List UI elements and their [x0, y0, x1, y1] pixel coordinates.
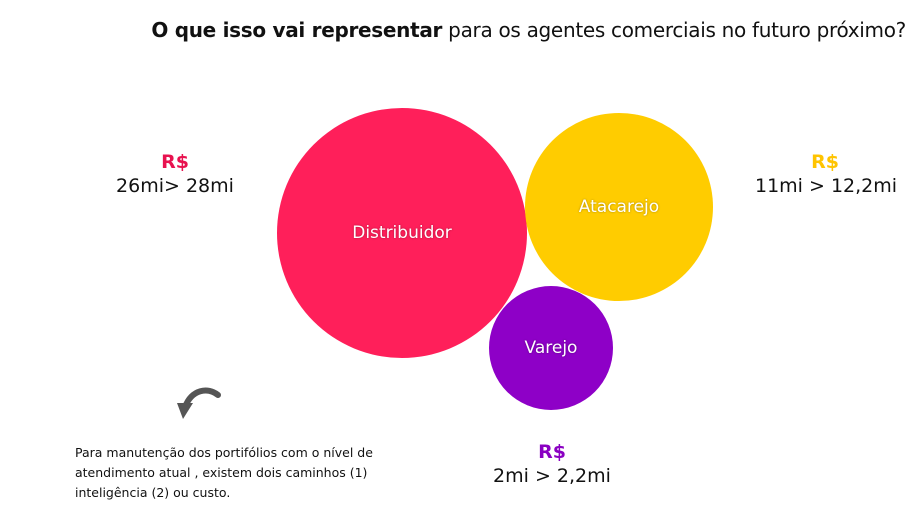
note-text: Para manutenção dos portifólios com o ní…	[75, 445, 373, 500]
bubble-atacarejo: Atacarejo	[525, 113, 713, 301]
bubble-varejo: Varejo	[489, 286, 613, 410]
page-title: O que isso vai representar para os agent…	[151, 18, 906, 42]
range-varejo: 2mi > 2,2mi	[493, 465, 611, 487]
range-distribuidor: 26mi> 28mi	[116, 175, 234, 197]
bubble-varejo-label: Varejo	[524, 338, 578, 358]
curved-arrow-icon	[177, 387, 221, 419]
currency-distribuidor: R$	[161, 151, 189, 173]
title-bold: O que isso vai representar	[151, 18, 443, 42]
currency-varejo: R$	[538, 441, 566, 463]
value-atacarejo: R$ 11mi > 12,2mi	[755, 150, 898, 198]
currency-atacarejo: R$	[811, 151, 839, 173]
value-varejo: R$ 2mi > 2,2mi	[485, 440, 619, 488]
value-distribuidor: R$ 26mi> 28mi	[108, 150, 242, 198]
range-atacarejo: 11mi > 12,2mi	[755, 175, 898, 197]
title-rest: para os agentes comerciais no futuro pró…	[442, 18, 906, 42]
bubble-distribuidor-label: Distribuidor	[352, 223, 452, 243]
bubble-atacarejo-label: Atacarejo	[578, 197, 660, 217]
bubble-distribuidor: Distribuidor	[277, 108, 527, 358]
